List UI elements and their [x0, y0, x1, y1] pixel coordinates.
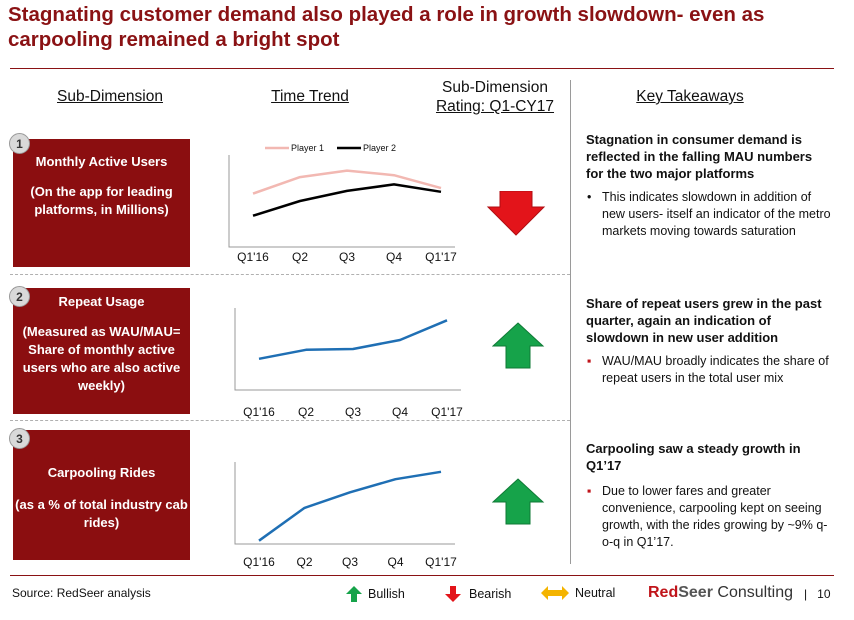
row-1-takeaways: Stagnation in consumer demand is reflect… [586, 131, 831, 240]
row-2-takeaway-text: WAU/MAU broadly indicates the share of r… [602, 354, 829, 385]
bullish-arrow-icon [492, 322, 545, 369]
x-tick-label: Q2 [292, 250, 308, 264]
x-tick-label: Q1'16 [243, 555, 275, 569]
series-line-1 [258, 470, 442, 542]
x-tick-label: Q4 [387, 555, 403, 569]
row-1-takeaway-heading: Stagnation in consumer demand is reflect… [586, 132, 813, 181]
row-1-number-badge: 1 [9, 133, 30, 154]
series-line-1 [252, 169, 442, 195]
row-2-dimension-box: Repeat Usage (Measured as WAU/MAU= Share… [13, 288, 190, 414]
x-tick-label: Q2 [298, 405, 314, 419]
x-tick-label: Q4 [386, 250, 402, 264]
brand-logo: RedSeer Consulting [648, 584, 793, 602]
row-2-takeaway-heading: Share of repeat users grew in the past q… [586, 296, 822, 345]
column-separator [570, 80, 571, 564]
page-number: | 10 [804, 587, 831, 601]
row-separator [10, 420, 570, 421]
x-tick-label: Q1'16 [237, 250, 269, 264]
legend-neutral-label: Neutral [575, 586, 616, 600]
header-rating-line2: Rating: Q1-CY17 [435, 98, 555, 115]
legend-bullish-label: Bullish [368, 587, 405, 601]
x-tick-label: Q1'16 [243, 405, 275, 419]
row-2-title: Repeat Usage [58, 294, 145, 309]
footer-rule [10, 575, 834, 576]
legend-label: Player 2 [363, 143, 396, 153]
bearish-arrow-icon [445, 586, 461, 602]
row-3-title: Carpooling Rides [47, 465, 156, 480]
chart-axis [234, 308, 461, 391]
bullish-arrow-icon [492, 478, 545, 525]
header-time-trend: Time Trend [271, 88, 349, 105]
row-2-takeaway-bullet: ▪ WAU/MAU broadly indicates the share of… [586, 353, 831, 387]
bullet-marker: ▪ [587, 354, 592, 368]
row-1-takeaway-bullet: • This indicates slowdown in addition of… [586, 189, 831, 240]
row-3-number-badge: 3 [9, 428, 30, 449]
legend-bearish: Bearish [445, 586, 511, 602]
x-tick-label: Q3 [345, 405, 361, 419]
brand-red: Red [648, 584, 679, 601]
legend-bullish: Bullish [346, 586, 405, 602]
chart-axis [228, 155, 455, 248]
chart-mau: Q1'16 Q2 Q3 Q4 Q1'17 Player 1 Player 2 [228, 143, 457, 264]
header-sub-dimension: Sub-Dimension [57, 88, 163, 105]
row-2-subtitle: (Measured as WAU/MAU= Share of monthly a… [22, 324, 181, 393]
row-3-takeaway-bullet: ▪ Due to lower fares and greater conveni… [586, 483, 831, 551]
title-rule [10, 68, 834, 69]
bullish-arrow-icon [346, 586, 362, 602]
x-tick-label: Q1'17 [425, 250, 457, 264]
header-rating: Sub-Dimension Rating: Q1-CY17 [420, 78, 570, 116]
series-line-1 [258, 319, 448, 361]
row-3-takeaway-heading: Carpooling saw a steady growth in Q1’17 [586, 441, 801, 473]
x-tick-label: Q1'17 [425, 555, 457, 569]
bearish-arrow-icon [486, 191, 546, 236]
row-3-takeaway-text: Due to lower fares and greater convenien… [602, 484, 828, 549]
row-3-subtitle: (as a % of total industry cab rides) [15, 497, 188, 530]
x-tick-label: Q4 [392, 405, 408, 419]
header-rating-line1: Sub-Dimension [442, 79, 548, 96]
series-line-2 [252, 183, 442, 217]
source-note: Source: RedSeer analysis [12, 586, 151, 600]
x-tick-label: Q1'17 [431, 405, 463, 419]
row-3-dimension-box: Carpooling Rides (as a % of total indust… [13, 430, 190, 560]
chart-repeat-usage: Q1'16 Q2 Q3 Q4 Q1'17 [234, 308, 463, 419]
legend-label: Player 1 [291, 143, 324, 153]
header-key-takeaways: Key Takeaways [636, 88, 744, 105]
bullet-marker: • [587, 190, 592, 204]
page-number-value: 10 [817, 587, 831, 601]
row-1-takeaway-text: This indicates slowdown in addition of n… [602, 190, 831, 238]
brand-seer: Seer [678, 584, 713, 601]
x-tick-label: Q2 [296, 555, 312, 569]
row-1-subtitle: (On the app for leading platforms, in Mi… [30, 184, 173, 217]
brand-consulting: Consulting [712, 584, 793, 601]
x-tick-label: Q3 [342, 555, 358, 569]
bullet-marker: ▪ [587, 484, 592, 498]
row-1-dimension-box: Monthly Active Users (On the app for lea… [13, 139, 190, 267]
chart-axis [234, 462, 455, 545]
legend-bearish-label: Bearish [469, 587, 512, 601]
x-tick-label: Q3 [339, 250, 355, 264]
legend-neutral: Neutral [541, 586, 615, 600]
page-title: Stagnating customer demand also played a… [8, 3, 765, 51]
row-1-title: Monthly Active Users [35, 154, 168, 169]
page-separator: | [804, 587, 808, 601]
row-3-takeaways: Carpooling saw a steady growth in Q1’17 … [586, 440, 831, 551]
row-separator [10, 274, 570, 275]
row-2-takeaways: Share of repeat users grew in the past q… [586, 295, 831, 387]
row-2-number-badge: 2 [9, 286, 30, 307]
neutral-arrow-icon [541, 586, 569, 600]
chart-carpooling: Q1'16 Q2 Q3 Q4 Q1'17 [234, 462, 457, 569]
